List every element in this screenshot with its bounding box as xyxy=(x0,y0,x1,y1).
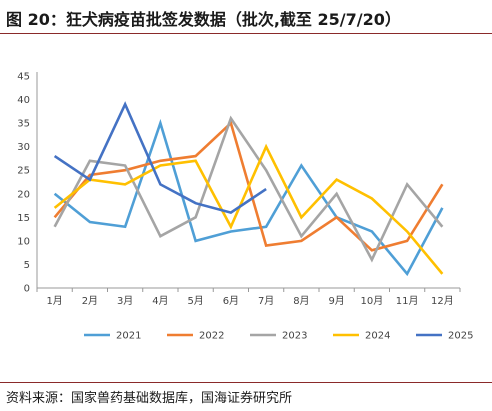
legend-label-2025: 2025 xyxy=(448,331,473,342)
x-tick-label: 10月 xyxy=(361,295,384,307)
series-line-2023 xyxy=(53,115,444,263)
x-tick-label: 8月 xyxy=(293,295,309,307)
legend-label-2023: 2023 xyxy=(282,331,307,342)
series-lines xyxy=(53,101,444,277)
x-tick-label: 3月 xyxy=(117,295,133,307)
x-tick-label: 11月 xyxy=(396,295,419,307)
y-axis: 0 5 10 15 20 25 30 35 40 45 xyxy=(17,72,38,295)
series-line-2024 xyxy=(53,143,444,275)
title-divider xyxy=(0,33,492,34)
y-tick-label: 45 xyxy=(17,72,30,83)
x-tick-label: 9月 xyxy=(328,295,344,307)
y-tick-label: 0 xyxy=(24,284,30,295)
x-tick-label: 12月 xyxy=(431,295,454,307)
y-tick-label: 20 xyxy=(17,189,30,200)
y-tick-label: 15 xyxy=(17,213,30,224)
x-tick-label: 6月 xyxy=(223,295,239,307)
source-note: 资料来源：国家兽药基础数据库，国海证券研究所 xyxy=(6,391,293,406)
legend: 2021 2022 2023 2024 2025 xyxy=(84,331,473,342)
legend-label-2024: 2024 xyxy=(365,331,390,342)
series-line-2025 xyxy=(53,101,267,215)
x-tick-label: 2月 xyxy=(82,295,98,307)
source-divider xyxy=(0,382,492,383)
series-line-2021 xyxy=(53,118,444,277)
x-tick-label: 7月 xyxy=(258,295,274,307)
y-tick-label: 5 xyxy=(24,260,30,271)
x-tick-label: 1月 xyxy=(46,295,62,307)
y-tick-label: 40 xyxy=(17,95,30,106)
y-tick-label: 30 xyxy=(17,142,30,153)
x-tick-label: 5月 xyxy=(187,295,203,307)
legend-label-2022: 2022 xyxy=(199,331,224,342)
y-tick-label: 10 xyxy=(17,236,30,247)
y-tick-label: 35 xyxy=(17,119,30,130)
x-tick-label: 4月 xyxy=(152,295,168,307)
y-tick-label: 25 xyxy=(17,166,30,177)
x-axis: 1月 2月 3月 4月 5月 6月 7月 8月 9月 10月 11月 12月 xyxy=(36,287,461,307)
legend-label-2021: 2021 xyxy=(116,331,141,342)
chart-title: 图 20：狂犬病疫苗批签发数据（批次,截至 25/7/20） xyxy=(6,10,401,29)
